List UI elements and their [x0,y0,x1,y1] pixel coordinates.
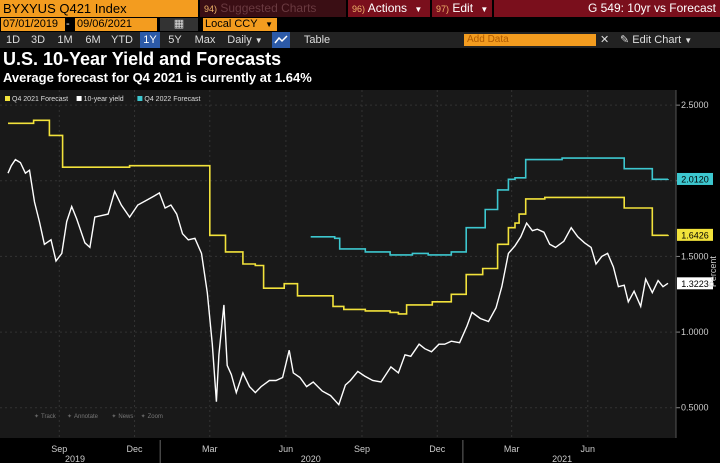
x-year-label: 2021 [552,454,572,463]
chart-tools: ✦ Track ✦ Annotate ✦ News ✦ Zoom [34,413,163,420]
end-label-bg [677,228,713,241]
end-date-field[interactable]: 09/06/2021 [75,18,157,31]
chart-tool-label: News [118,414,133,420]
suggested-charts-label: Suggested Charts [220,1,317,15]
end-label-bg [677,277,713,290]
end-labels: 1.6426 1.3223 2.0120 [677,172,713,290]
y-axis-label: Percent [708,256,718,288]
close-icon[interactable]: ✕ [600,34,610,46]
chevron-down-icon: ▼ [265,20,273,29]
edit-chart-button[interactable]: ✎ Edit Chart ▼ [620,32,692,48]
calendar-icon[interactable]: ▦ [160,18,198,31]
x-tick-label: Jun [279,444,294,454]
actions-menu[interactable]: 96) Actions ▼ [348,0,430,17]
period-ytd[interactable]: YTD [111,34,133,46]
currency-label: Local CCY [205,18,258,30]
y-tick-label: 0.5000 [681,403,709,413]
end-label-bg [677,172,713,185]
period-1y[interactable]: 1Y [140,32,160,48]
chevron-down-icon: ▼ [480,5,489,14]
y-tick-label: 2.5000 [681,100,709,110]
x-year-label: 2019 [65,454,85,463]
tool-icon: ✦ [34,413,39,420]
chart-subtitle: Average forecast for Q4 2021 is currentl… [3,70,312,85]
add-data-input[interactable]: Add Data [464,34,596,46]
end-label: 1.3223 [681,279,709,289]
date-separator: - [66,18,70,30]
series-line-0 [8,119,669,315]
period-3d[interactable]: 3D [30,34,46,46]
legend-swatch [137,96,143,101]
table-button[interactable]: Table [303,34,331,46]
period-6m[interactable]: 6M [85,34,101,46]
chart-title: U.S. 10-Year Yield and Forecasts [3,49,282,69]
x-tick-label: Mar [202,444,218,454]
x-tick-label: Sep [354,444,370,454]
line-chart-icon[interactable] [272,32,290,48]
legend-swatch [76,96,82,101]
x-tick-label: Mar [504,444,520,454]
page-title: G 549: 10yr vs Forecast [494,0,720,17]
x-tick-label: Dec [127,444,144,454]
ticker-field[interactable]: BYXYUS Q421 Index [0,0,198,17]
actions-number: 96) [352,4,366,14]
series-line-1 [7,158,669,407]
x-year-label: 2020 [301,454,321,463]
y-tick-label: 1.5000 [681,251,709,261]
period-max[interactable]: Max [194,34,216,46]
gridlines [0,90,676,438]
x-tick-label: Dec [429,444,446,454]
actions-label: Actions [367,1,408,15]
x-axis: Sep Dec Mar Jun Sep Dec Mar Jun 2019 2020 2021 [51,440,595,463]
series-line-2 [310,157,669,256]
tool-icon: ✦ [67,413,72,420]
frequency-select[interactable]: Daily ▼ [222,32,268,48]
chevron-down-icon: ▼ [414,5,423,14]
edit-menu[interactable]: 97) Edit ▼ [432,0,492,17]
top-toolbar: BYXYUS Q421 Index 94) Suggested Charts 9… [0,0,720,17]
edit-chart-label: Edit Chart [632,34,682,46]
x-tick-label: Jun [581,444,596,454]
series-lines [7,119,669,407]
suggested-number: 94) [204,4,218,14]
suggested-charts-button[interactable]: 94) Suggested Charts [200,0,346,17]
chevron-down-icon: ▼ [254,36,263,45]
period-5y[interactable]: 5Y [168,34,182,46]
currency-select[interactable]: Local CCY ▼ [203,18,277,31]
edit-number: 97) [436,4,450,14]
legend: Q4 2021 Forecast 10-year yield Q4 2022 For… [5,96,200,103]
chart-tool-label: Track [41,414,57,420]
date-row: 07/01/2019 - 09/06/2021 ▦ Local CCY ▼ [0,17,720,32]
pencil-icon: ✎ [620,34,630,46]
x-tick-label: Sep [51,444,67,454]
tool-icon: ✦ [141,413,146,420]
legend-swatch [5,96,10,101]
period-toolbar: 1D 3D 1M 6M YTD 1Y 5Y Max Daily ▼ Table … [0,32,720,48]
legend-label: Q4 2022 Forecast [144,96,200,103]
end-label: 2.0120 [681,174,709,184]
tool-icon: ✦ [111,413,116,420]
frequency-label: Daily [227,34,252,46]
chevron-down-icon: ▼ [684,36,693,45]
legend-label: 10-year yield [84,96,124,103]
chart-tool-label: Zoom [148,414,163,420]
chart-tool-label: Annotate [74,414,99,420]
y-tick-label: 1.0000 [681,327,709,337]
plot-area [0,90,676,438]
edit-label: Edit [452,1,474,15]
legend-label: Q4 2021 Forecast [12,96,68,103]
period-1m[interactable]: 1M [57,34,73,46]
period-1d[interactable]: 1D [5,34,21,46]
end-label: 1.6426 [681,230,709,240]
start-date-field[interactable]: 07/01/2019 [1,18,65,31]
